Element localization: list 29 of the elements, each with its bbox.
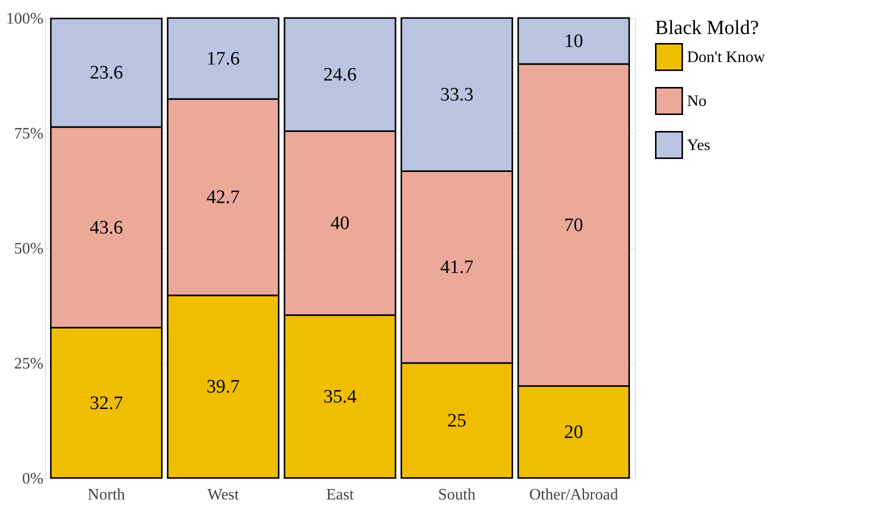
y-tick-label: 100% <box>6 10 44 28</box>
data-label: 20 <box>564 422 584 443</box>
y-tick-label: 50% <box>14 240 44 258</box>
data-label: 23.6 <box>90 62 123 84</box>
y-tick-label: 25% <box>14 356 44 372</box>
data-label: 35.4 <box>323 386 358 408</box>
data-label: 10 <box>564 31 584 52</box>
data-label: 43.6 <box>90 217 123 238</box>
data-label: 40 <box>330 213 350 234</box>
data-label: 33.3 <box>440 84 474 106</box>
x-tick-label: Other/Abroad <box>529 486 618 504</box>
data-label: 25 <box>447 410 466 432</box>
data-label: 41.7 <box>440 257 474 278</box>
data-label: 24.6 <box>323 64 357 86</box>
legend-label: No <box>687 93 707 110</box>
data-label: 32.7 <box>90 392 123 414</box>
y-tick-label: 75% <box>14 126 44 142</box>
legend-label: Don't Know <box>687 49 766 66</box>
legend-label: Yes <box>687 137 710 154</box>
data-label: 39.7 <box>206 376 240 398</box>
x-tick-label: West <box>207 486 240 504</box>
x-tick-label: South <box>438 486 476 504</box>
data-label: 42.7 <box>206 187 240 208</box>
data-label: 70 <box>564 215 584 236</box>
y-tick-label: 0% <box>22 470 44 488</box>
data-label: 17.6 <box>206 48 240 70</box>
legend-title: Black Mold? <box>655 17 759 39</box>
x-tick-label: East <box>326 486 354 504</box>
x-tick-label: North <box>88 486 125 504</box>
